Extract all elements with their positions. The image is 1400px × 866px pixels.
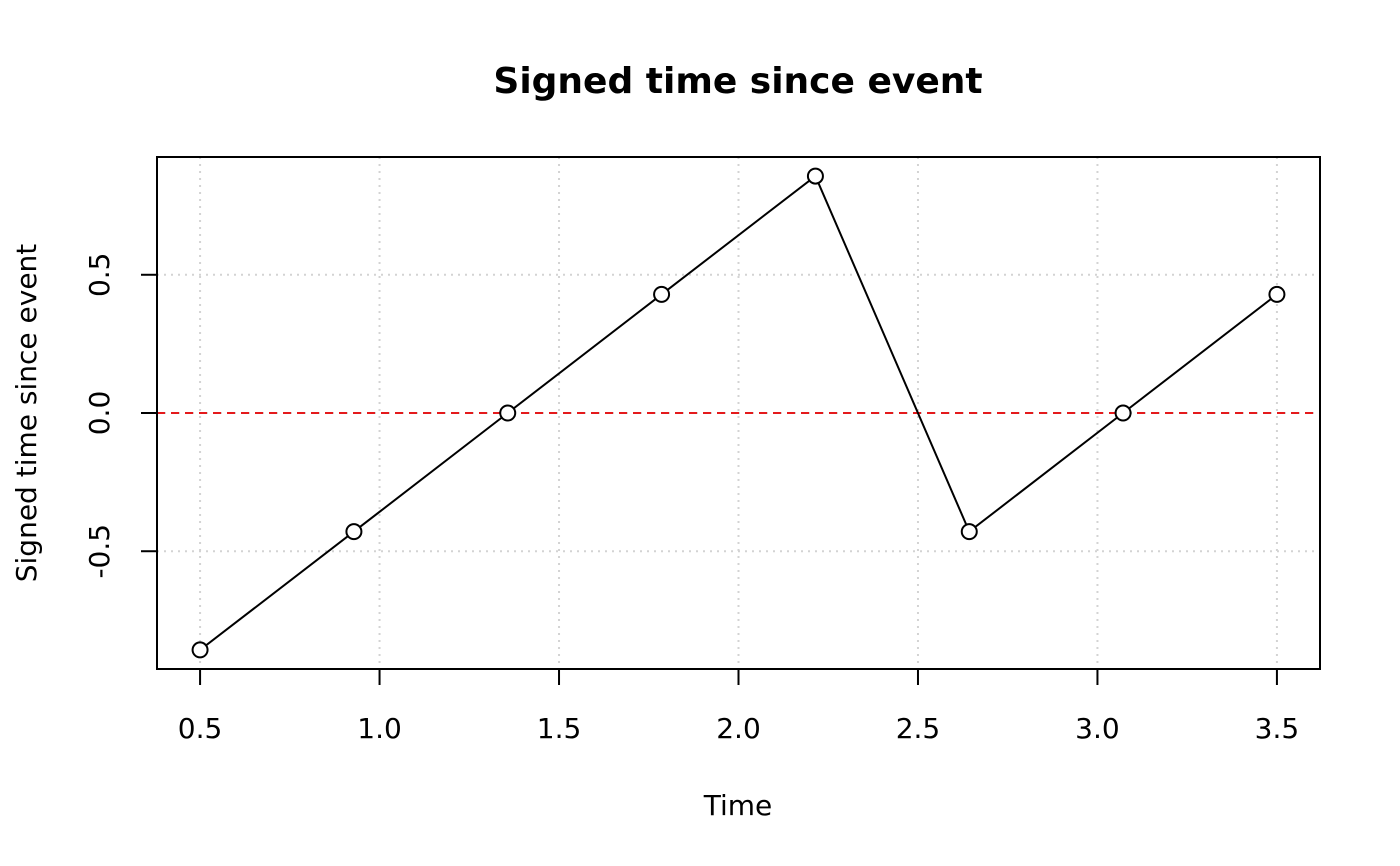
data-point [345, 523, 363, 541]
y-tick-label: 0.5 [83, 253, 116, 298]
x-tick-label: 0.5 [178, 712, 223, 745]
data-point [1268, 285, 1286, 303]
y-tick-label: 0.0 [83, 391, 116, 436]
plot-frame [156, 156, 1321, 670]
chart-title: Signed time since event [493, 61, 982, 102]
x-tick-label: 2.5 [896, 712, 941, 745]
x-tick-label: 3.0 [1075, 712, 1120, 745]
x-axis-label: Time [703, 789, 773, 822]
data-point [191, 641, 209, 659]
x-tick-label: 3.5 [1255, 712, 1300, 745]
x-tick-label: 2.0 [716, 712, 761, 745]
data-point [499, 404, 517, 422]
data-point [653, 285, 671, 303]
series-line [199, 174, 1278, 651]
x-tick-label: 1.5 [537, 712, 582, 745]
y-tick-label: -0.5 [83, 524, 116, 579]
data-point [960, 523, 978, 541]
x-tick-label: 1.0 [357, 712, 402, 745]
y-axis-label: Signed time since event [10, 244, 43, 583]
data-point [806, 167, 824, 185]
data-point [1114, 404, 1132, 422]
